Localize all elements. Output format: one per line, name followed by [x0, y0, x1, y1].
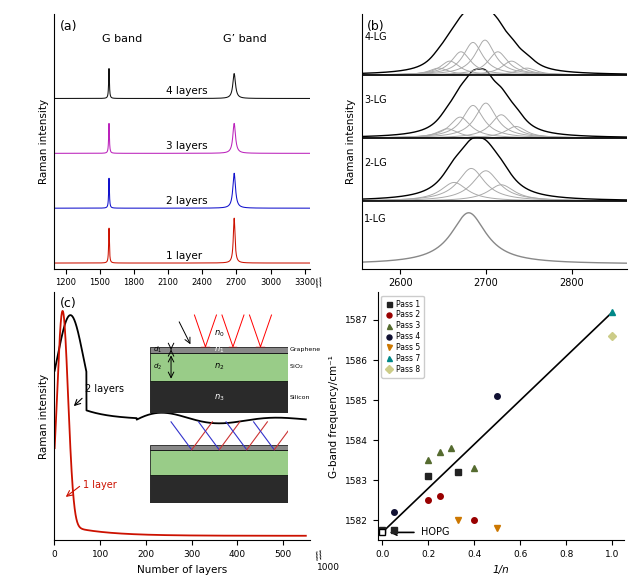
Text: $n_2$: $n_2$: [214, 362, 225, 372]
Text: 1 layer: 1 layer: [166, 251, 202, 261]
Text: G’ band: G’ band: [223, 34, 266, 44]
Text: (b): (b): [367, 20, 385, 32]
Bar: [150, 347, 288, 353]
X-axis label: Raman shift/cm⁻¹: Raman shift/cm⁻¹: [449, 294, 540, 304]
Bar: [150, 381, 288, 413]
Text: (a): (a): [60, 20, 77, 32]
Text: 3-LG: 3-LG: [364, 95, 387, 105]
Text: $n_1$: $n_1$: [214, 344, 225, 355]
Text: HOPG: HOPG: [421, 527, 450, 538]
Text: //: //: [314, 277, 324, 290]
X-axis label: Wavenumber/cm⁻¹: Wavenumber/cm⁻¹: [133, 293, 232, 303]
Text: 4-LG: 4-LG: [364, 32, 387, 42]
X-axis label: Number of layers: Number of layers: [137, 565, 228, 575]
Text: $n_3$: $n_3$: [214, 392, 225, 403]
Text: 2 layers: 2 layers: [84, 384, 124, 394]
Bar: [150, 353, 288, 381]
Text: G band: G band: [102, 34, 143, 44]
Text: 2-LG: 2-LG: [364, 158, 387, 168]
Bar: [150, 475, 288, 503]
Text: $d_2$: $d_2$: [153, 362, 162, 372]
Text: 1000: 1000: [317, 563, 340, 572]
Text: $d_1$: $d_1$: [153, 344, 162, 355]
Text: 3 layers: 3 layers: [166, 141, 207, 151]
Y-axis label: Raman intensity: Raman intensity: [39, 99, 49, 184]
Legend: Pass 1, Pass 2, Pass 3, Pass 4, Pass 5, Pass 7, Pass 8: Pass 1, Pass 2, Pass 3, Pass 4, Pass 5, …: [381, 296, 424, 378]
Text: 4 layers: 4 layers: [166, 86, 207, 96]
Text: (d): (d): [383, 297, 400, 310]
Text: 2 layers: 2 layers: [166, 196, 207, 206]
X-axis label: 1/n: 1/n: [492, 565, 509, 575]
Text: (c): (c): [60, 297, 76, 310]
Text: Graphene: Graphene: [289, 347, 321, 352]
Text: 1 layer: 1 layer: [83, 480, 116, 490]
Text: //: //: [314, 550, 324, 562]
Text: 1-LG: 1-LG: [364, 214, 387, 224]
Bar: [150, 445, 288, 450]
Y-axis label: G-band frequency/cm⁻¹: G-band frequency/cm⁻¹: [330, 355, 339, 477]
Bar: [150, 450, 288, 475]
Y-axis label: Raman intensity: Raman intensity: [346, 99, 356, 184]
Text: Silicon: Silicon: [289, 395, 310, 400]
Y-axis label: Raman intensity: Raman intensity: [39, 373, 49, 459]
Text: SiO$_2$: SiO$_2$: [289, 362, 305, 372]
Text: $n_0$: $n_0$: [214, 328, 225, 339]
